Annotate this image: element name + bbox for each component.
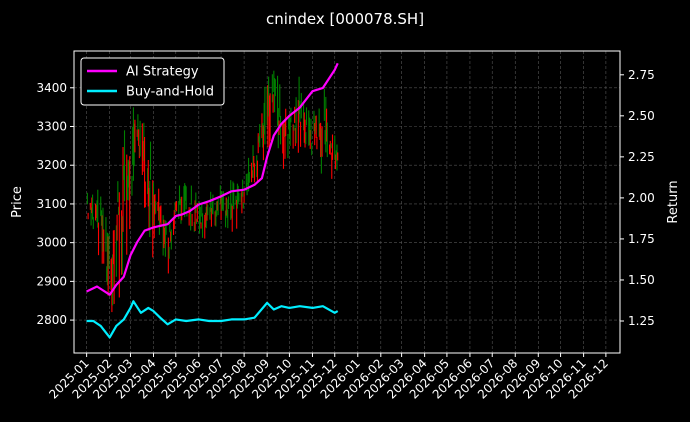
right-tick-label: 2.00 [628, 191, 655, 205]
price-range-marks [86, 70, 339, 313]
series-lines [86, 62, 339, 339]
right-tick-label: 1.25 [628, 314, 655, 328]
left-axis-label: Price [10, 186, 25, 218]
right-axis-label: Return [666, 180, 681, 223]
left-tick-label: 3400 [36, 81, 67, 95]
left-tick-label: 2900 [36, 274, 67, 288]
legend-label-ai-strategy: AI Strategy [126, 65, 199, 80]
right-tick-label: 2.75 [628, 68, 655, 82]
right-tick-label: 1.50 [628, 273, 655, 287]
left-y-axis: 2800 2900 3000 3100 3200 3300 3400 [36, 81, 74, 327]
right-tick-label: 1.75 [628, 232, 655, 246]
ai-strategy-line [86, 62, 339, 296]
plot-frame [73, 50, 621, 354]
left-tick-label: 3300 [36, 120, 67, 134]
left-tick-label: 3100 [36, 197, 67, 211]
right-tick-label: 2.50 [628, 109, 655, 123]
legend: AI Strategy Buy-and-Hold [80, 57, 225, 106]
left-tick-label: 3200 [36, 158, 67, 172]
buy-and-hold-line [86, 300, 339, 339]
chart-title: cnindex [000078.SH] [266, 10, 424, 28]
right-y-axis: 1.25 1.50 1.75 2.00 2.25 2.50 2.75 [620, 68, 655, 328]
left-tick-label: 2800 [36, 313, 67, 327]
legend-label-buy-and-hold: Buy-and-Hold [126, 85, 214, 100]
left-tick-label: 3000 [36, 236, 67, 250]
right-tick-label: 2.25 [628, 150, 655, 164]
